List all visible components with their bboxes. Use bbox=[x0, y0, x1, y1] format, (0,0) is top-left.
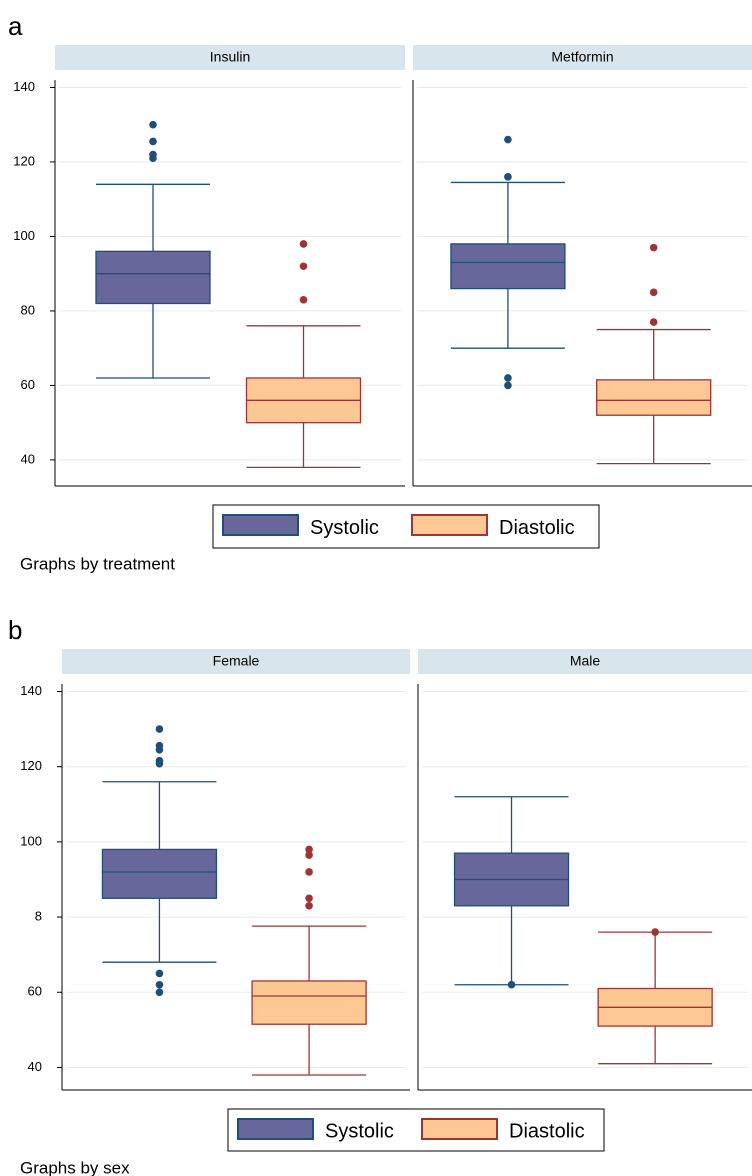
outlier bbox=[155, 988, 164, 997]
outlier bbox=[504, 381, 512, 390]
outlier bbox=[649, 243, 658, 252]
legend-label: Systolic bbox=[325, 1120, 394, 1142]
y-tick-label: 100 bbox=[20, 833, 42, 848]
panel-label: b bbox=[8, 615, 22, 645]
legend-swatch bbox=[421, 1118, 498, 1140]
y-tick-label: 120 bbox=[13, 153, 35, 168]
legend-swatch bbox=[237, 1118, 314, 1140]
legend-label: Diastolic bbox=[499, 517, 575, 539]
facet-title: Female bbox=[213, 653, 260, 669]
outlier bbox=[299, 262, 308, 271]
box bbox=[251, 980, 367, 1025]
y-tick-label: 60 bbox=[21, 377, 35, 392]
outlier bbox=[305, 851, 313, 859]
outlier bbox=[149, 137, 157, 146]
facet-strip bbox=[418, 649, 752, 674]
outlier bbox=[155, 969, 164, 978]
y-tick-label: 40 bbox=[28, 1059, 42, 1074]
outlier bbox=[504, 173, 512, 181]
outlier bbox=[149, 154, 157, 163]
note: Graphs by sex bbox=[20, 1158, 130, 1176]
box bbox=[95, 250, 211, 305]
outlier bbox=[649, 318, 658, 326]
outlier bbox=[155, 980, 164, 989]
y-tick-label: 80 bbox=[21, 302, 35, 317]
outlier bbox=[305, 901, 313, 910]
box bbox=[450, 243, 566, 290]
box bbox=[101, 848, 218, 899]
y-tick-label: 60 bbox=[28, 984, 42, 999]
outlier bbox=[305, 894, 313, 903]
y-tick-label: 120 bbox=[20, 758, 42, 773]
y-tick-label: 40 bbox=[21, 451, 35, 466]
outlier bbox=[155, 759, 164, 768]
legend-swatch bbox=[222, 514, 299, 536]
outlier bbox=[155, 745, 164, 754]
outlier bbox=[651, 928, 659, 936]
outlier bbox=[507, 980, 516, 989]
facet-title: Metformin bbox=[551, 49, 613, 65]
legend-label: Systolic bbox=[310, 517, 379, 539]
box bbox=[596, 379, 712, 416]
facet-strip bbox=[62, 649, 410, 674]
legend-label: Diastolic bbox=[509, 1120, 585, 1142]
y-tick-label: 140 bbox=[20, 683, 42, 698]
facet-strip bbox=[413, 45, 752, 70]
facet-title: Male bbox=[570, 653, 601, 669]
y-tick-label: 100 bbox=[13, 228, 35, 243]
outlier bbox=[299, 240, 308, 248]
outlier bbox=[155, 725, 164, 733]
note: Graphs by treatment bbox=[20, 554, 175, 573]
outlier bbox=[299, 295, 308, 304]
panel-label: a bbox=[8, 11, 23, 41]
outlier bbox=[305, 868, 313, 876]
facet-strip bbox=[55, 45, 405, 70]
outlier bbox=[649, 288, 658, 297]
legend-swatch bbox=[411, 514, 488, 536]
outlier bbox=[149, 120, 157, 129]
outlier bbox=[305, 845, 313, 854]
facet-title: Insulin bbox=[210, 49, 250, 65]
outlier bbox=[504, 135, 512, 144]
y-tick-label: 8 bbox=[35, 909, 42, 924]
y-tick-label: 140 bbox=[13, 79, 35, 94]
outlier bbox=[504, 374, 512, 382]
